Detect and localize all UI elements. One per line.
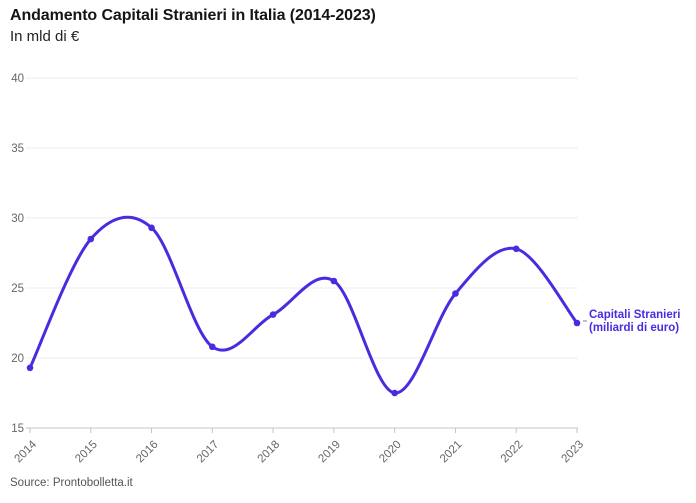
data-point-2017[interactable] [209, 343, 216, 351]
x-tick-label-2014: 2014 [13, 438, 40, 465]
data-point-2016[interactable] [148, 224, 155, 232]
data-point-2019[interactable] [330, 277, 338, 285]
data-point-2018[interactable] [269, 311, 277, 318]
y-tick-label-35: 35 [11, 143, 24, 155]
data-point-2023[interactable] [573, 319, 581, 327]
y-tick-label-30: 30 [11, 213, 24, 225]
data-point-2014[interactable] [26, 364, 34, 372]
x-tick-label-2020: 2020 [377, 439, 404, 466]
y-tick-label-40: 40 [11, 73, 24, 85]
y-tick-label-15: 15 [11, 423, 24, 435]
y-tick-label-25: 25 [11, 283, 24, 295]
data-point-2022[interactable] [512, 245, 520, 253]
x-tick-label-2018: 2018 [256, 439, 283, 466]
series-line-capitali-stranieri [28, 215, 579, 395]
series-end-label: Capitali Stranieri (miliardi di euro) [589, 309, 680, 334]
source-attribution: Source: Prontobolletta.it [10, 477, 133, 489]
x-tick-label-2015: 2015 [73, 439, 100, 466]
series-end-label-line2: (miliardi di euro) [589, 321, 680, 334]
x-tick-label-2017: 2017 [195, 439, 222, 466]
x-tick-label-2019: 2019 [316, 439, 343, 466]
chart-title: Andamento Capitali Stranieri in Italia (… [10, 7, 376, 24]
chart-subtitle: In mld di € [10, 28, 80, 45]
x-tick-label-2016: 2016 [134, 439, 161, 466]
data-point-2020[interactable] [391, 389, 398, 397]
data-point-2021[interactable] [452, 290, 459, 297]
x-tick-label-2022: 2022 [499, 439, 526, 466]
x-tick-label-2023: 2023 [560, 439, 587, 466]
y-tick-label-20: 20 [11, 353, 24, 365]
x-tick-label-2021: 2021 [438, 439, 465, 466]
series-end-label-line1: Capitali Stranieri [589, 309, 681, 321]
data-point-2015[interactable] [87, 235, 95, 243]
